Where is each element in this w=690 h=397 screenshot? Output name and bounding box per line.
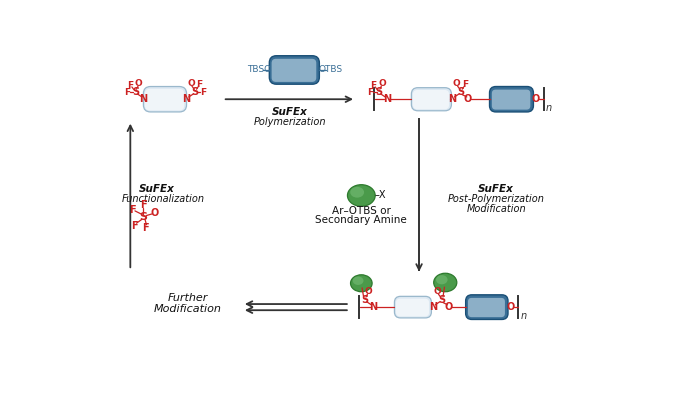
Text: S: S <box>362 295 368 305</box>
Text: Secondary Amine: Secondary Amine <box>315 215 407 225</box>
FancyBboxPatch shape <box>466 295 508 320</box>
Text: –X: –X <box>374 191 386 200</box>
Text: O: O <box>453 79 461 88</box>
Text: O: O <box>150 208 158 218</box>
Ellipse shape <box>351 275 372 292</box>
Text: N: N <box>369 302 377 312</box>
FancyBboxPatch shape <box>145 89 184 110</box>
Text: O: O <box>464 94 472 104</box>
FancyBboxPatch shape <box>468 298 505 317</box>
Text: F: F <box>462 80 469 89</box>
Text: F: F <box>131 220 137 231</box>
Text: N: N <box>182 94 190 104</box>
Text: SuFEx: SuFEx <box>139 184 175 194</box>
Text: F: F <box>199 88 206 97</box>
Text: O: O <box>378 79 386 88</box>
Text: Modification: Modification <box>466 204 526 214</box>
Text: n: n <box>546 104 552 114</box>
Text: Polymerization: Polymerization <box>253 117 326 127</box>
Text: N: N <box>139 94 148 104</box>
Text: O: O <box>135 79 143 88</box>
Text: O: O <box>532 94 540 104</box>
FancyBboxPatch shape <box>144 87 186 112</box>
Text: O: O <box>444 302 453 312</box>
Text: O: O <box>187 79 195 88</box>
FancyBboxPatch shape <box>489 87 533 112</box>
Text: Further: Further <box>168 293 208 303</box>
Text: Ar–OTBS or: Ar–OTBS or <box>332 206 391 216</box>
Text: S: S <box>139 212 148 222</box>
Text: F: F <box>197 80 203 89</box>
Text: F: F <box>127 81 133 90</box>
Text: TBSO: TBSO <box>247 66 271 75</box>
Ellipse shape <box>353 276 364 285</box>
FancyBboxPatch shape <box>411 88 451 111</box>
Text: OTBS: OTBS <box>319 66 343 75</box>
Text: SuFEx: SuFEx <box>478 184 514 194</box>
Ellipse shape <box>436 275 448 284</box>
Text: F: F <box>371 81 377 90</box>
Text: F: F <box>140 200 147 210</box>
FancyBboxPatch shape <box>396 299 429 316</box>
Text: S: S <box>457 87 464 97</box>
Text: Post-Polymerization: Post-Polymerization <box>448 194 544 204</box>
Text: N: N <box>448 94 456 104</box>
Text: F: F <box>129 205 136 215</box>
Text: SuFEx: SuFEx <box>272 107 308 118</box>
Text: Modification: Modification <box>154 304 222 314</box>
Text: F: F <box>368 88 373 97</box>
Text: N: N <box>383 94 391 104</box>
FancyBboxPatch shape <box>395 296 431 318</box>
Text: S: S <box>191 87 199 97</box>
Text: S: S <box>375 87 382 97</box>
Ellipse shape <box>434 273 457 292</box>
FancyBboxPatch shape <box>269 56 319 84</box>
Text: S: S <box>132 87 139 97</box>
Text: O: O <box>434 287 442 296</box>
Ellipse shape <box>351 187 364 198</box>
Text: O: O <box>506 302 515 312</box>
FancyBboxPatch shape <box>413 90 449 109</box>
Text: O: O <box>364 287 372 296</box>
Text: Functionalization: Functionalization <box>122 194 205 204</box>
Text: F: F <box>142 223 149 233</box>
FancyBboxPatch shape <box>492 90 531 110</box>
Text: N: N <box>429 302 437 312</box>
Text: n: n <box>521 311 527 321</box>
Ellipse shape <box>348 185 375 206</box>
FancyBboxPatch shape <box>272 59 316 82</box>
Text: F: F <box>124 88 130 97</box>
Text: S: S <box>438 295 445 305</box>
